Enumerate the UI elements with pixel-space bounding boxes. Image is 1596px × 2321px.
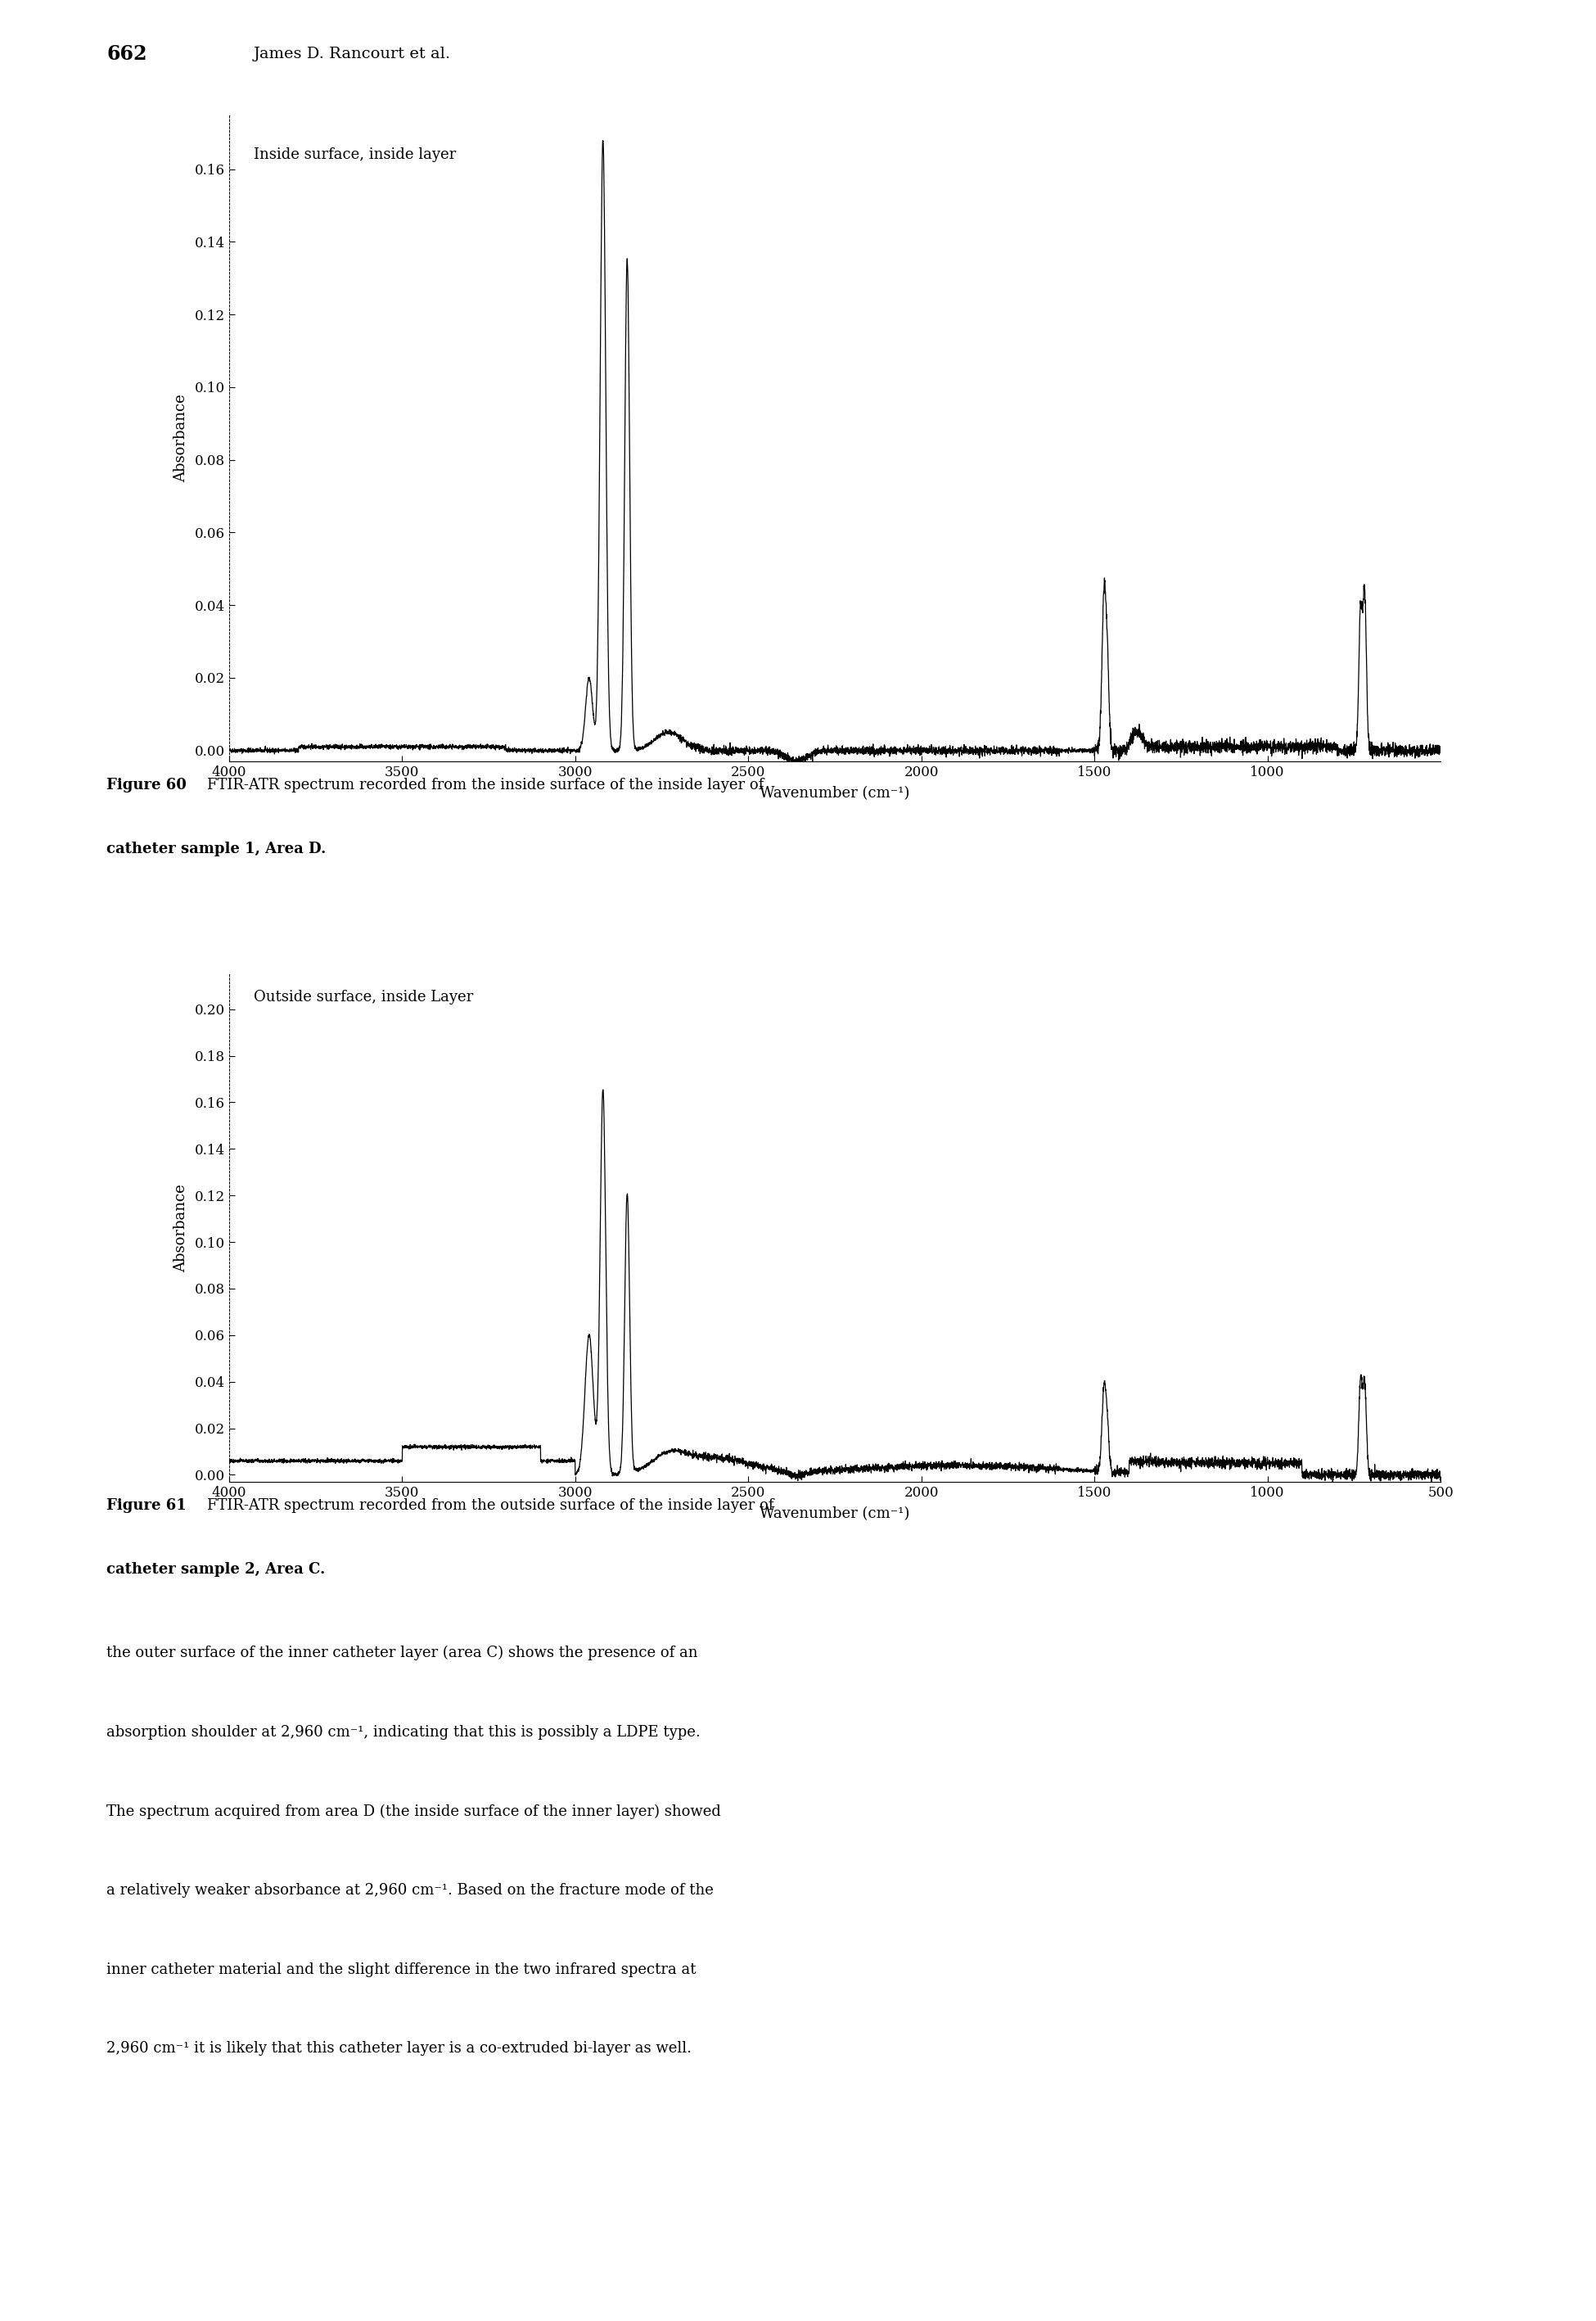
Text: Inside surface, inside layer: Inside surface, inside layer (254, 146, 456, 162)
Text: inner catheter material and the slight difference in the two infrared spectra at: inner catheter material and the slight d… (107, 1961, 696, 1977)
Text: FTIR-ATR spectrum recorded from the inside surface of the inside layer of: FTIR-ATR spectrum recorded from the insi… (207, 778, 764, 791)
Text: Outside surface, inside Layer: Outside surface, inside Layer (254, 989, 472, 1005)
Text: The spectrum acquired from area D (the inside surface of the inner layer) showed: The spectrum acquired from area D (the i… (107, 1803, 721, 1820)
Text: a relatively weaker absorbance at 2,960 cm⁻¹. Based on the fracture mode of the: a relatively weaker absorbance at 2,960 … (107, 1882, 713, 1899)
X-axis label: Wavenumber (cm⁻¹): Wavenumber (cm⁻¹) (760, 787, 910, 801)
Text: James D. Rancourt et al.: James D. Rancourt et al. (254, 46, 452, 60)
Y-axis label: Absorbance: Absorbance (174, 395, 188, 483)
Text: FTIR-ATR spectrum recorded from the outside surface of the inside layer of: FTIR-ATR spectrum recorded from the outs… (207, 1499, 774, 1513)
Text: 662: 662 (107, 44, 147, 65)
X-axis label: Wavenumber (cm⁻¹): Wavenumber (cm⁻¹) (760, 1506, 910, 1520)
Text: the outer surface of the inner catheter layer (area C) shows the presence of an: the outer surface of the inner catheter … (107, 1646, 697, 1660)
Text: absorption shoulder at 2,960 cm⁻¹, indicating that this is possibly a LDPE type.: absorption shoulder at 2,960 cm⁻¹, indic… (107, 1725, 701, 1738)
Text: Figure 60: Figure 60 (107, 778, 187, 791)
Text: catheter sample 1, Area D.: catheter sample 1, Area D. (107, 843, 326, 856)
Text: Figure 61: Figure 61 (107, 1499, 187, 1513)
Text: 2,960 cm⁻¹ it is likely that this catheter layer is a co-extruded bi-layer as we: 2,960 cm⁻¹ it is likely that this cathet… (107, 2040, 691, 2056)
Y-axis label: Absorbance: Absorbance (174, 1184, 188, 1272)
Text: catheter sample 2, Area C.: catheter sample 2, Area C. (107, 1562, 326, 1576)
